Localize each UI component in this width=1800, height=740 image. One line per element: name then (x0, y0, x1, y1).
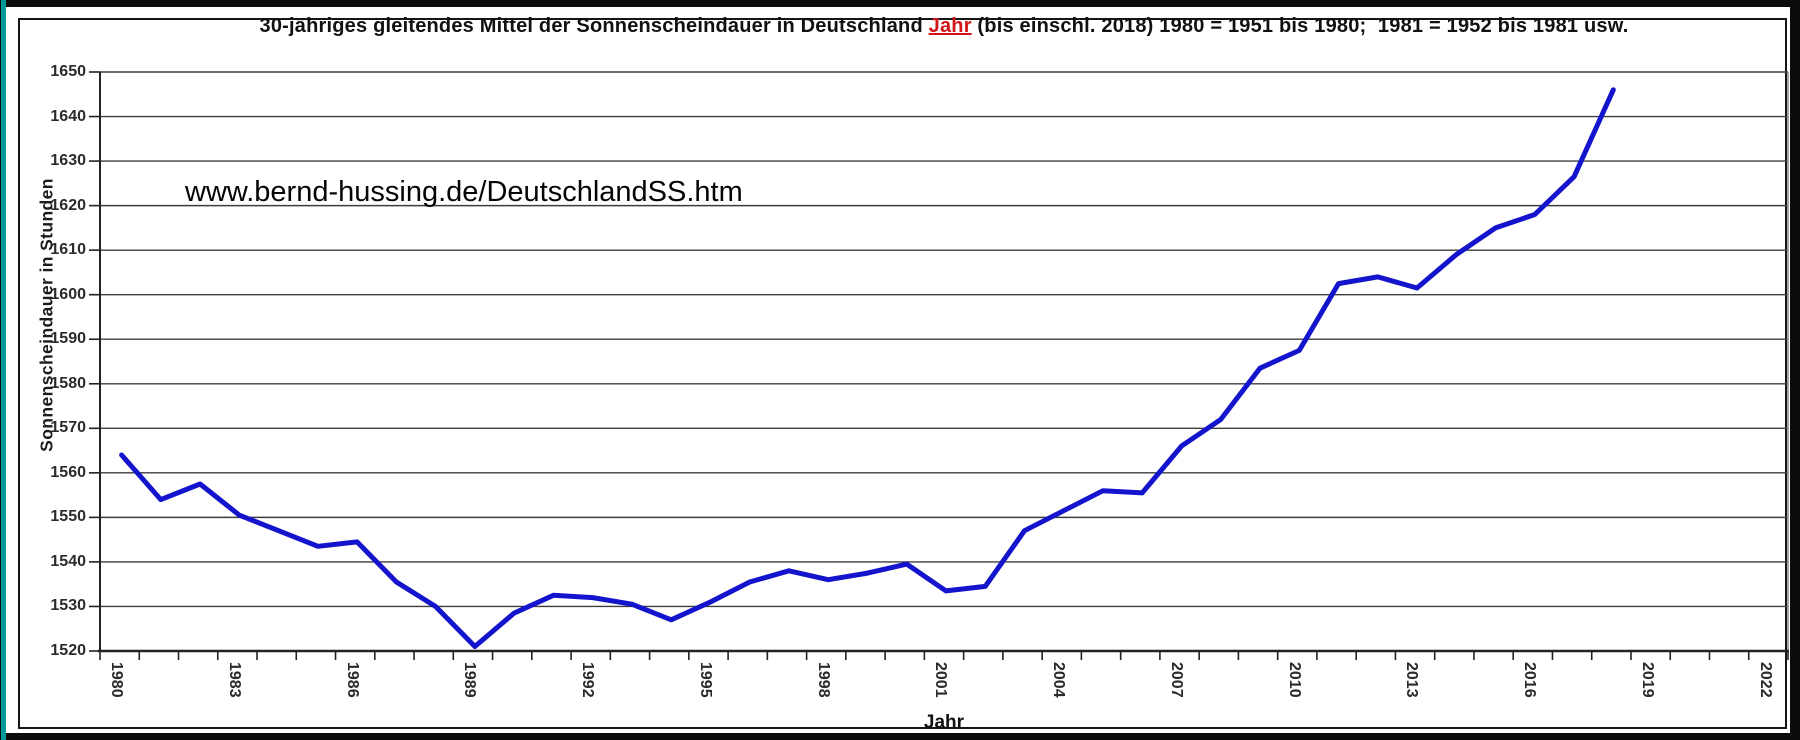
watermark-url: www.bernd-hussing.de/DeutschlandSS.htm (185, 176, 743, 208)
y-tick-label: 1520 (50, 642, 86, 659)
x-tick-label: 1998 (814, 662, 832, 698)
chart-title-text: 30-jähriges gleitendes Mittel der Sonnen… (259, 15, 929, 37)
x-tick-label: 2013 (1403, 662, 1421, 698)
y-tick-label: 1580 (50, 374, 86, 392)
y-tick-label: 1650 (50, 63, 86, 80)
y-tick-label: 1570 (50, 419, 86, 437)
chart-canvas (6, 7, 1790, 733)
chart-title-suffix: (bis einschl. 2018) 1980 = 1951 bis 1980… (971, 15, 1629, 37)
x-tick-label: 1992 (579, 662, 597, 698)
y-tick-label: 1590 (50, 330, 86, 348)
y-tick-label: 1600 (50, 285, 86, 303)
y-tick-label: 1610 (50, 241, 86, 259)
x-tick-label: 1983 (225, 662, 243, 698)
x-tick-label: 2022 (1756, 662, 1774, 698)
x-tick-label: 2019 (1638, 662, 1656, 698)
left-accent-stripe (1, 0, 6, 740)
y-tick-label: 1530 (50, 597, 86, 615)
x-tick-label: 2004 (1050, 662, 1068, 698)
y-tick-label: 1550 (50, 508, 86, 526)
x-tick-label: 1989 (461, 662, 479, 698)
x-axis-title: Jahr (923, 712, 965, 733)
chart-outline (18, 18, 1787, 729)
x-tick-label: 1980 (108, 662, 125, 698)
y-tick-label: 1640 (50, 107, 86, 125)
chart-title: 30-jähriges gleitendes Mittel der Sonnen… (100, 15, 1788, 38)
x-tick-label: 2016 (1521, 662, 1539, 698)
x-tick-label: 1995 (696, 662, 714, 698)
y-tick-label: 1540 (50, 552, 86, 570)
y-tick-label: 1620 (50, 196, 86, 214)
y-tick-label: 1560 (50, 463, 86, 481)
title-jahr-link[interactable]: Jahr (928, 15, 972, 37)
y-tick-label: 1630 (50, 152, 86, 170)
y-axis-title: Sonnenscheindauer in Stunden (36, 178, 57, 452)
sunshine-moving-average-line (119, 87, 1616, 649)
x-tick-label: 2001 (932, 662, 950, 698)
x-tick-label: 2007 (1167, 662, 1185, 698)
x-tick-label: 2010 (1285, 662, 1303, 698)
x-tick-label: 1986 (343, 662, 361, 698)
